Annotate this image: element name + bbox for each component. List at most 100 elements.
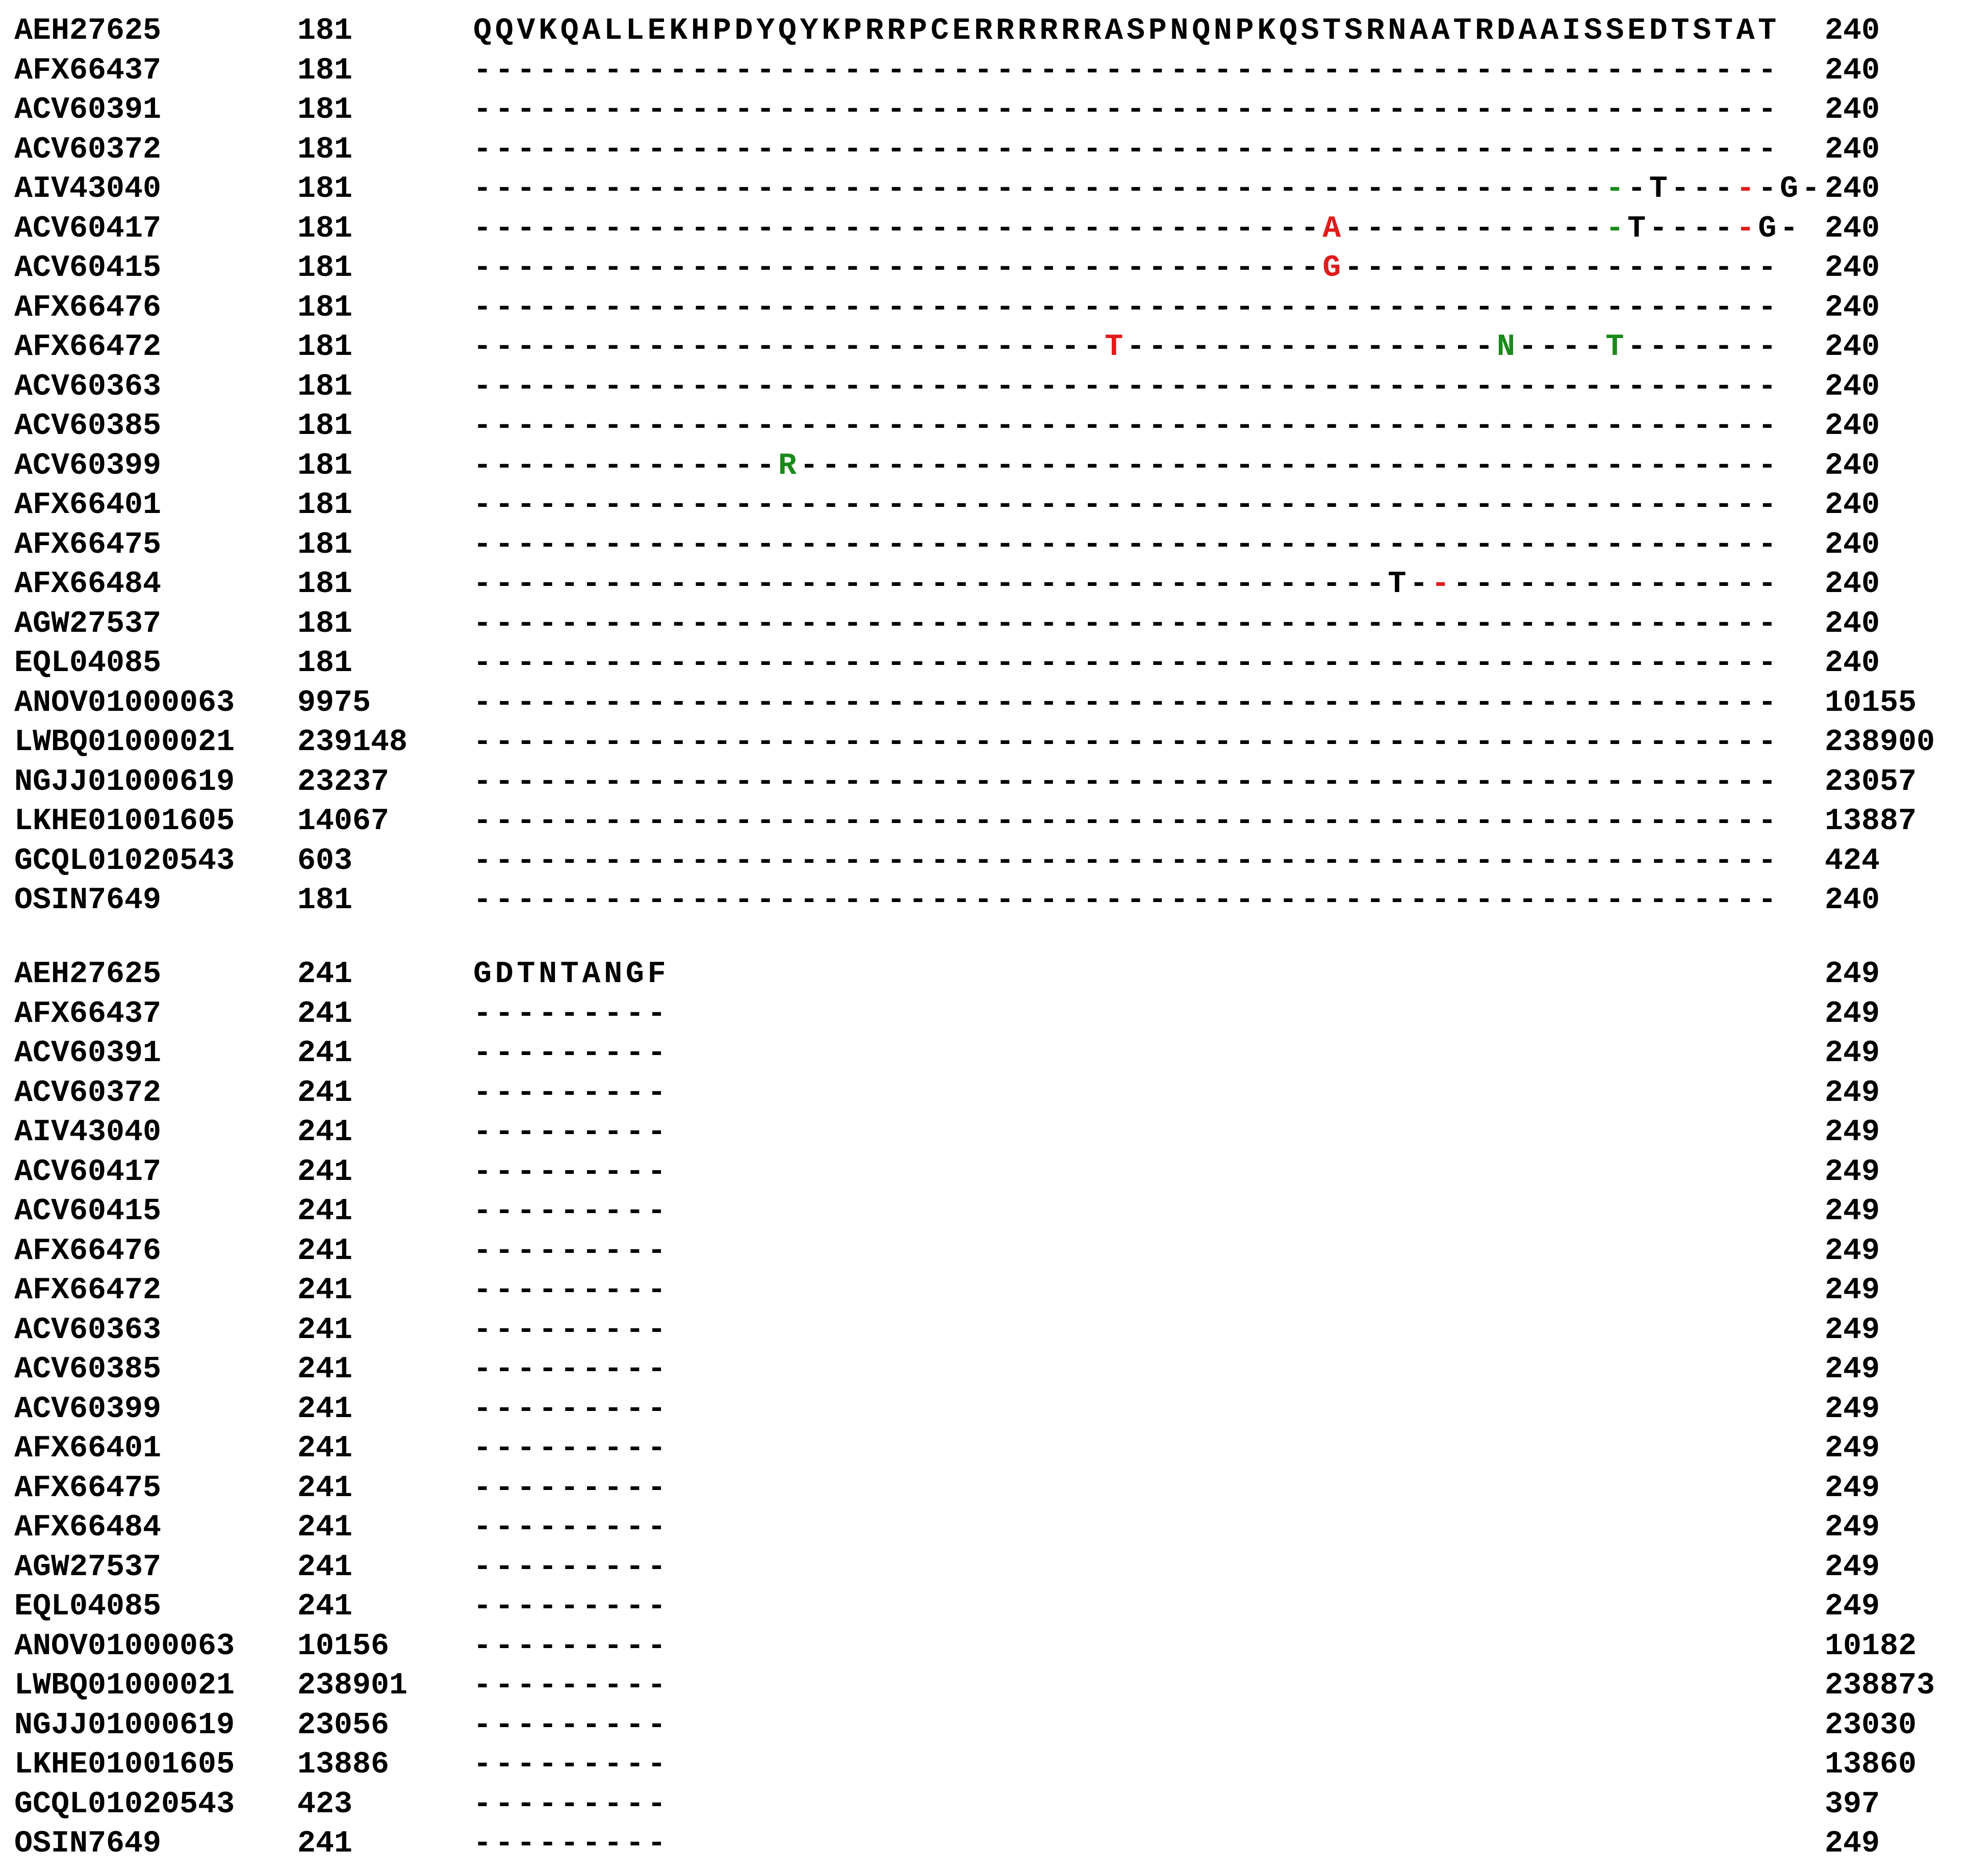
- sequence-id: AFX66472: [14, 330, 162, 365]
- sequence-residues: -----------------------------T----------…: [473, 330, 1780, 365]
- start-position: 241: [297, 1392, 353, 1427]
- start-position: 181: [297, 567, 353, 602]
- start-position: 238901: [297, 1668, 408, 1703]
- alignment-row: LKHE01001605 13886 13860 ---------: [0, 1745, 1967, 1785]
- sequence-residues: ---------: [473, 1075, 670, 1111]
- start-position: 241: [297, 1827, 353, 1861]
- sequence-residues: ----------------------------------------…: [473, 843, 1780, 879]
- start-position: 181: [297, 93, 353, 127]
- substitution-residue: T: [1105, 330, 1127, 365]
- end-position: 23057: [1825, 764, 1917, 800]
- sequence-residues: ----------------------------------------…: [473, 93, 1780, 127]
- sequence-id: AFX66437: [14, 996, 162, 1032]
- sequence-residues: ----------------------------------------…: [473, 606, 1780, 641]
- end-position: 249: [1825, 957, 1880, 992]
- start-position: 13886: [297, 1747, 390, 1782]
- sequence-residues: ---------: [473, 1550, 670, 1585]
- start-position: 181: [297, 290, 353, 325]
- alignment-row: AEH27625 241 249 GDTNTANGF: [0, 955, 1967, 994]
- substitution-residue: N: [1496, 330, 1519, 365]
- alignment-row: ACV60415 241 249 ---------: [0, 1192, 1967, 1231]
- alignment-row: ACV60385 181 240 --------------------------…: [0, 406, 1967, 446]
- start-position: 241: [297, 1036, 353, 1071]
- end-position: 249: [1825, 1471, 1880, 1506]
- alignment-row: ACV60417 241 249 ---------: [0, 1152, 1967, 1192]
- substitution-residue: -: [1431, 567, 1453, 602]
- alignment-row: ACV60417 181 240 --------------------------…: [0, 209, 1967, 249]
- end-position: 240: [1825, 409, 1880, 444]
- start-position: 181: [297, 172, 353, 207]
- start-position: 241: [297, 957, 353, 992]
- sequence-residues: ---------: [473, 1194, 670, 1229]
- end-position: 23030: [1825, 1708, 1917, 1743]
- alignment-row: LWBQ01000021 238901 238873 ---------: [0, 1666, 1967, 1706]
- end-position: 240: [1825, 211, 1880, 246]
- end-position: 249: [1825, 1352, 1880, 1387]
- end-position: 249: [1825, 1115, 1880, 1150]
- start-position: 241: [297, 1510, 353, 1545]
- end-position: 240: [1825, 883, 1880, 918]
- sequence-id: AIV43040: [14, 1115, 162, 1150]
- alignment-row: LWBQ01000021 239148 238900 ----------------…: [0, 723, 1967, 762]
- end-position: 240: [1825, 14, 1880, 48]
- start-position: 241: [297, 1431, 353, 1466]
- alignment-row: ACV60399 241 249 ---------: [0, 1390, 1967, 1429]
- alignment-row: AEH27625 181 240 QQVKQALLEKHPDYQYKPRRPCERRR…: [0, 11, 1967, 51]
- sequence-residues: ---------: [473, 1431, 670, 1466]
- end-position: 424: [1825, 843, 1880, 879]
- end-position: 240: [1825, 93, 1880, 127]
- alignment-row: EQL04085 241 249 ---------: [0, 1587, 1967, 1627]
- alignment-row: ACV60415 181 240 --------------------------…: [0, 248, 1967, 288]
- sequence-residues: ---------: [473, 1787, 670, 1822]
- alignment-row: ANOV01000063 10156 10182 ---------: [0, 1627, 1967, 1666]
- sequence-residues: ---------: [473, 1629, 670, 1664]
- alignment-row: GCQL01020543 603 424 ----------------------…: [0, 841, 1967, 881]
- sequence-id: AFX66437: [14, 53, 162, 88]
- sequence-residues: ---------: [473, 1273, 670, 1308]
- start-position: 241: [297, 1075, 353, 1111]
- sequence-id: AFX66484: [14, 1510, 162, 1545]
- start-position: 181: [297, 883, 353, 918]
- sequence-id: ACV60415: [14, 251, 162, 286]
- sequence-id: AIV43040: [14, 172, 162, 207]
- sequence-id: ANOV01000063: [14, 685, 235, 721]
- sequence-residues: ---------: [473, 1589, 670, 1624]
- alignment-row: ACV60391 181 240 --------------------------…: [0, 90, 1967, 130]
- end-position: 240: [1825, 53, 1880, 88]
- sequence-residues: QQVKQALLEKHPDYQYKPRRPCERRRRRRASPNQNPKQST…: [473, 14, 1780, 48]
- alignment-row: ACV60372 181 240 --------------------------…: [0, 130, 1967, 170]
- alignment-row: ACV60363 241 249 ---------: [0, 1310, 1967, 1350]
- substitution-residue: -: [1605, 211, 1628, 246]
- alignment-row: LKHE01001605 14067 13887 ------------------…: [0, 802, 1967, 841]
- start-position: 181: [297, 330, 353, 365]
- sequence-id: ACV60363: [14, 369, 162, 404]
- substitution-residue: G: [1322, 251, 1344, 286]
- alignment-row: ACV60385 241 249 ---------: [0, 1350, 1967, 1390]
- end-position: 240: [1825, 606, 1880, 641]
- substitution-residue: -: [1736, 211, 1758, 246]
- start-position: 241: [297, 1233, 353, 1269]
- end-position: 240: [1825, 369, 1880, 404]
- sequence-residues: ---------: [473, 1313, 670, 1348]
- sequence-id: AFX66484: [14, 567, 162, 602]
- sequence-id: LWBQ01000021: [14, 725, 235, 760]
- sequence-id: AFX66401: [14, 488, 162, 523]
- sequence-id: LKHE01001605: [14, 804, 235, 839]
- sequence-id: AFX66476: [14, 290, 162, 325]
- alignment-row: NGJJ01000619 23056 23030 ---------: [0, 1706, 1967, 1745]
- sequence-id: NGJJ01000619: [14, 764, 235, 800]
- end-position: 249: [1825, 1313, 1880, 1348]
- sequence-id: LKHE01001605: [14, 1747, 235, 1782]
- alignment-row: OSIN7649 181 240 --------------------------…: [0, 881, 1967, 920]
- sequence-residues: ----------------------------------------…: [473, 527, 1780, 562]
- start-position: 181: [297, 646, 353, 681]
- end-position: 249: [1825, 1273, 1880, 1308]
- sequence-id: OSIN7649: [14, 1827, 162, 1861]
- start-position: 423: [297, 1787, 353, 1822]
- start-position: 181: [297, 369, 353, 404]
- end-position: 10182: [1825, 1629, 1917, 1664]
- start-position: 181: [297, 132, 353, 167]
- end-position: 240: [1825, 132, 1880, 167]
- alignment-row: GCQL01020543 423 397 ---------: [0, 1785, 1967, 1824]
- end-position: 249: [1825, 1036, 1880, 1071]
